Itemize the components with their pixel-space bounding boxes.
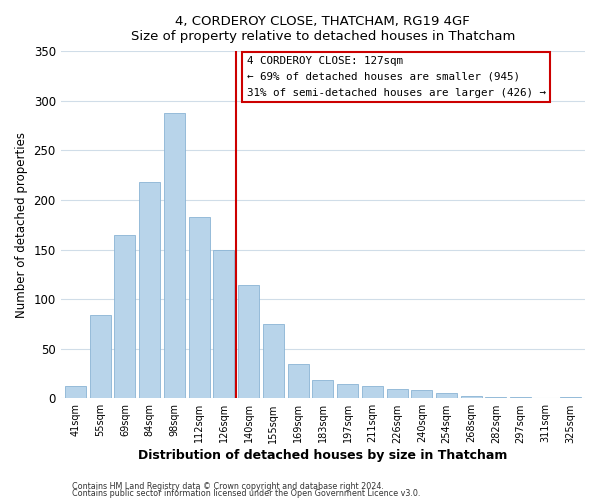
- Title: 4, CORDEROY CLOSE, THATCHAM, RG19 4GF
Size of property relative to detached hous: 4, CORDEROY CLOSE, THATCHAM, RG19 4GF Si…: [131, 15, 515, 43]
- Bar: [238, 285, 259, 399]
- Bar: [164, 112, 185, 399]
- Bar: [139, 182, 160, 398]
- Bar: [214, 250, 235, 398]
- Bar: [188, 217, 209, 398]
- Bar: [90, 315, 111, 398]
- Bar: [337, 384, 358, 398]
- Text: Contains HM Land Registry data © Crown copyright and database right 2024.: Contains HM Land Registry data © Crown c…: [72, 482, 384, 491]
- Bar: [386, 390, 407, 398]
- Bar: [461, 396, 482, 398]
- Bar: [362, 386, 383, 398]
- Text: Contains public sector information licensed under the Open Government Licence v3: Contains public sector information licen…: [72, 490, 421, 498]
- X-axis label: Distribution of detached houses by size in Thatcham: Distribution of detached houses by size …: [138, 450, 508, 462]
- Bar: [65, 386, 86, 398]
- Bar: [287, 364, 308, 398]
- Bar: [115, 234, 136, 398]
- Text: 4 CORDEROY CLOSE: 127sqm
← 69% of detached houses are smaller (945)
31% of semi-: 4 CORDEROY CLOSE: 127sqm ← 69% of detach…: [247, 56, 546, 98]
- Bar: [436, 394, 457, 398]
- Bar: [411, 390, 432, 398]
- Bar: [313, 380, 334, 398]
- Bar: [263, 324, 284, 398]
- Y-axis label: Number of detached properties: Number of detached properties: [15, 132, 28, 318]
